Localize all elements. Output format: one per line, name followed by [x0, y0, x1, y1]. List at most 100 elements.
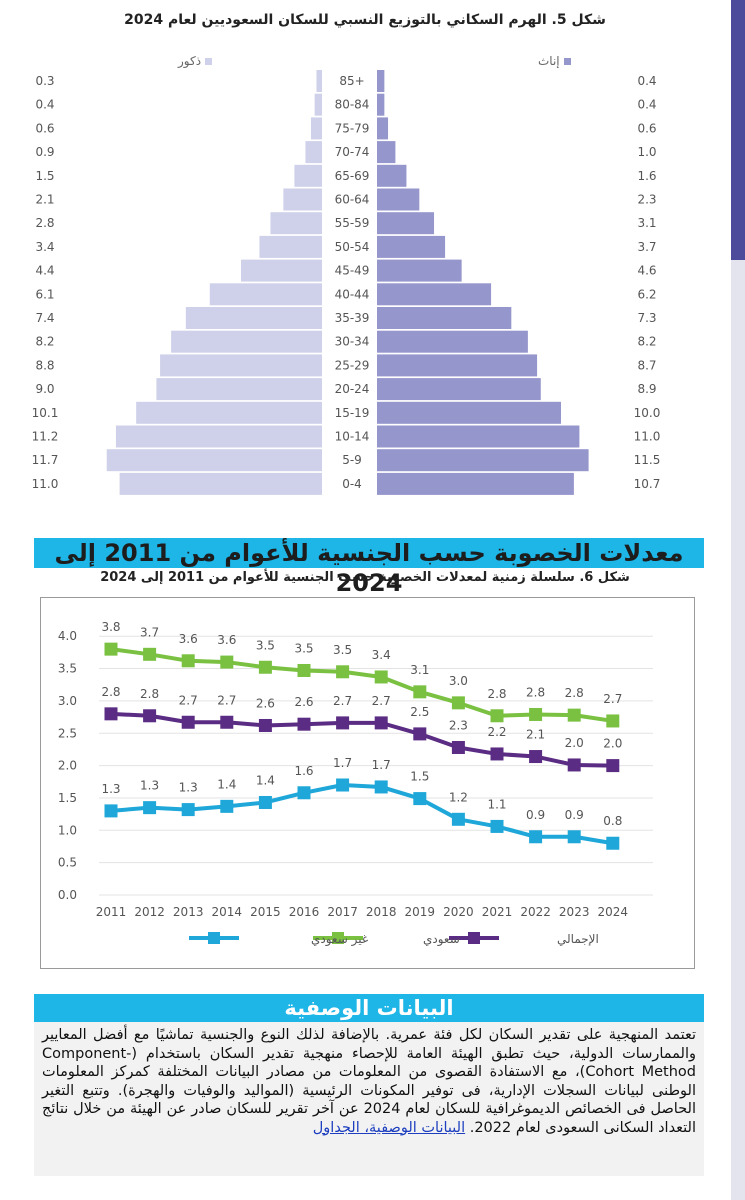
female-bar-5-9	[377, 449, 589, 472]
series-point-1	[258, 718, 272, 732]
series-point-0	[297, 663, 311, 677]
legend-male-swatch	[205, 57, 213, 65]
male-value-label: 6.1	[35, 287, 54, 301]
data-label-0: 2.8	[565, 686, 584, 700]
data-label-0: 3.6	[179, 632, 198, 646]
female-bar-80-84	[377, 93, 385, 116]
female-value-label: 0.4	[637, 98, 656, 112]
female-value-label: 1.6	[637, 169, 656, 183]
legend-female: إناث	[538, 54, 571, 68]
data-label-0: 3.4	[372, 648, 391, 662]
series-point-1	[220, 715, 234, 729]
description-links[interactable]: البيانات الوصفية، الجداول	[312, 1119, 466, 1136]
data-label-2: 1.4	[217, 777, 236, 791]
female-value-label: 8.9	[637, 382, 656, 396]
data-label-2: 1.3	[101, 782, 120, 796]
age-group-label: 80-84	[335, 98, 370, 112]
figure5-title: شكل 5. الهرم السكاني بالتوزيع النسبي للس…	[124, 12, 606, 28]
female-value-label: 8.2	[637, 335, 656, 349]
data-label-0: 2.8	[526, 685, 545, 699]
x-tick-label: 2011	[96, 905, 127, 919]
series-point-0	[490, 709, 504, 723]
male-bar-65-69	[294, 164, 322, 187]
legend-label-2: غير سعودي	[311, 932, 368, 947]
data-label-0: 2.7	[603, 692, 622, 706]
male-value-label: 0.4	[35, 98, 54, 112]
series-point-2	[374, 780, 388, 794]
x-tick-label: 2016	[289, 905, 320, 919]
data-label-2: 1.7	[372, 758, 391, 772]
data-label-2: 1.7	[333, 756, 352, 770]
male-bar-80-84	[314, 93, 322, 116]
data-label-1: 2.7	[372, 694, 391, 708]
x-tick-label: 2022	[520, 905, 551, 919]
series-point-2	[336, 778, 350, 792]
male-bar-10-14	[115, 425, 322, 448]
data-label-1: 2.6	[294, 695, 313, 709]
population-pyramid-chart: 85+ 0.3 0.4 80-84 0.4 0.4 75-79 0.6 0.6 70-74 0.9 1…	[32, 70, 661, 495]
x-tick-label: 2017	[327, 905, 358, 919]
female-bar-35-39	[377, 307, 512, 329]
female-bar-50-54	[377, 235, 446, 258]
male-bar-5-9	[106, 449, 322, 472]
y-tick-label: 0.5	[58, 856, 77, 870]
description-body: تعتمد المنهجية على تقدير السكان لكل فئة …	[42, 1027, 697, 1136]
age-group-label: 70-74	[335, 145, 370, 159]
series-point-0	[258, 660, 272, 674]
x-tick-label: 2015	[250, 905, 281, 919]
y-tick-label: 1.0	[58, 823, 77, 837]
x-tick-label: 2019	[405, 905, 436, 919]
data-label-2: 1.3	[140, 779, 159, 793]
data-label-1: 2.7	[179, 693, 198, 707]
data-label-1: 2.8	[140, 687, 159, 701]
age-group-label: 5-9	[342, 453, 362, 467]
female-bar-45-49	[377, 259, 462, 282]
female-value-label: 1.0	[637, 145, 656, 159]
male-value-label: 0.3	[35, 74, 54, 88]
series-point-1	[181, 715, 195, 729]
male-value-label: 9.0	[35, 382, 54, 396]
male-bar-70-74	[305, 141, 322, 164]
right-edge-bar-fill	[731, 0, 745, 260]
data-label-1: 2.2	[487, 725, 506, 739]
series-point-2	[104, 804, 118, 818]
legend-marker-1	[332, 932, 344, 944]
description-heading: البيانات الوصفية	[34, 994, 704, 1022]
age-group-label: 50-54	[335, 240, 370, 254]
legend-marker-2	[208, 932, 220, 944]
x-tick-label: 2023	[559, 905, 590, 919]
female-bar-55-59	[377, 212, 435, 235]
female-value-label: 10.7	[634, 477, 661, 491]
age-group-label: 45-49	[335, 264, 370, 278]
x-tick-label: 2014	[212, 905, 243, 919]
series-point-2	[181, 803, 195, 817]
male-bar-85+	[316, 70, 322, 92]
age-group-label: 0-4	[342, 477, 362, 491]
x-tick-label: 2012	[134, 905, 165, 919]
age-group-label: 10-14	[335, 430, 370, 444]
series-point-0	[451, 696, 465, 710]
female-bar-30-34	[377, 330, 528, 353]
male-value-label: 0.9	[35, 145, 54, 159]
data-label-1: 2.7	[217, 693, 236, 707]
female-value-label: 11.0	[634, 430, 661, 444]
series-point-1	[143, 709, 157, 723]
series-point-1	[606, 759, 620, 773]
male-bar-30-34	[171, 330, 322, 353]
data-label-1: 2.7	[333, 694, 352, 708]
age-group-label: 35-39	[335, 311, 370, 325]
y-tick-label: 3.5	[58, 662, 77, 676]
figure6-title: شكل 6. سلسلة زمنية لمعدلات الخصوبة حسب ا…	[100, 570, 630, 585]
age-group-label: 65-69	[335, 169, 370, 183]
data-label-2: 1.1	[487, 797, 506, 811]
female-value-label: 8.7	[637, 358, 656, 372]
female-bar-75-79	[377, 117, 389, 140]
x-tick-label: 2013	[173, 905, 204, 919]
series-point-0	[606, 714, 620, 728]
series-point-1	[451, 740, 465, 754]
data-label-2: 1.6	[294, 764, 313, 778]
series-point-1	[104, 707, 118, 721]
series-point-2	[297, 786, 311, 800]
male-bar-0-4	[119, 472, 322, 495]
legend-label-1: سعودي	[423, 932, 460, 947]
